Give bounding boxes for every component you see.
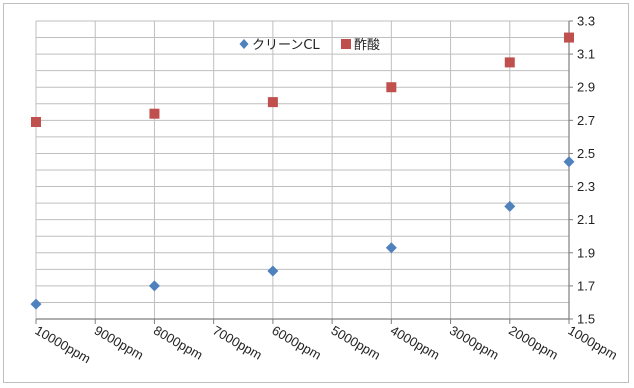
y-tick-label: 3.1	[577, 47, 595, 62]
legend-marker-square	[341, 39, 351, 49]
data-point-square	[267, 97, 278, 108]
legend-marker-diamond	[239, 39, 249, 49]
x-tick-label: 4000ppm	[388, 323, 442, 363]
x-tick-label: 9000ppm	[92, 323, 146, 363]
y-tick-label: 2.9	[577, 80, 595, 95]
x-tick-label: 8000ppm	[151, 323, 205, 363]
x-tick-label: 2000ppm	[506, 323, 560, 363]
data-point-square	[149, 108, 160, 119]
data-point-square	[504, 57, 515, 68]
legend-label: 酢酸	[354, 38, 380, 53]
y-tick-label: 2.7	[577, 113, 595, 128]
y-tick-label: 2.1	[577, 212, 595, 227]
y-tick-label: 1.5	[577, 312, 595, 327]
data-point-diamond	[148, 280, 160, 292]
x-tick-label: 6000ppm	[269, 323, 323, 363]
data-point-diamond	[563, 156, 575, 168]
x-tick-label: 1000ppm	[566, 323, 620, 363]
data-point-square	[564, 32, 574, 43]
data-point-diamond	[30, 298, 42, 310]
x-tick-label: 7000ppm	[210, 323, 264, 363]
data-point-diamond	[504, 200, 516, 212]
data-point-square	[31, 116, 41, 127]
y-tick-label: 1.7	[577, 278, 595, 293]
x-tick-label: 10000ppm	[33, 323, 94, 367]
data-point-diamond	[267, 265, 279, 277]
data-point-diamond	[385, 242, 397, 254]
x-tick-label: 3000ppm	[447, 323, 501, 363]
y-tick-label: 3.3	[577, 14, 595, 29]
y-tick-label: 1.9	[577, 245, 595, 260]
y-tick-label: 2.3	[577, 179, 595, 194]
y-tick-label: 2.5	[577, 146, 595, 161]
legend-label: クリーンCL	[252, 38, 320, 53]
data-point-square	[386, 82, 397, 93]
chart-frame	[3, 3, 629, 383]
x-tick-label: 5000ppm	[329, 323, 383, 363]
